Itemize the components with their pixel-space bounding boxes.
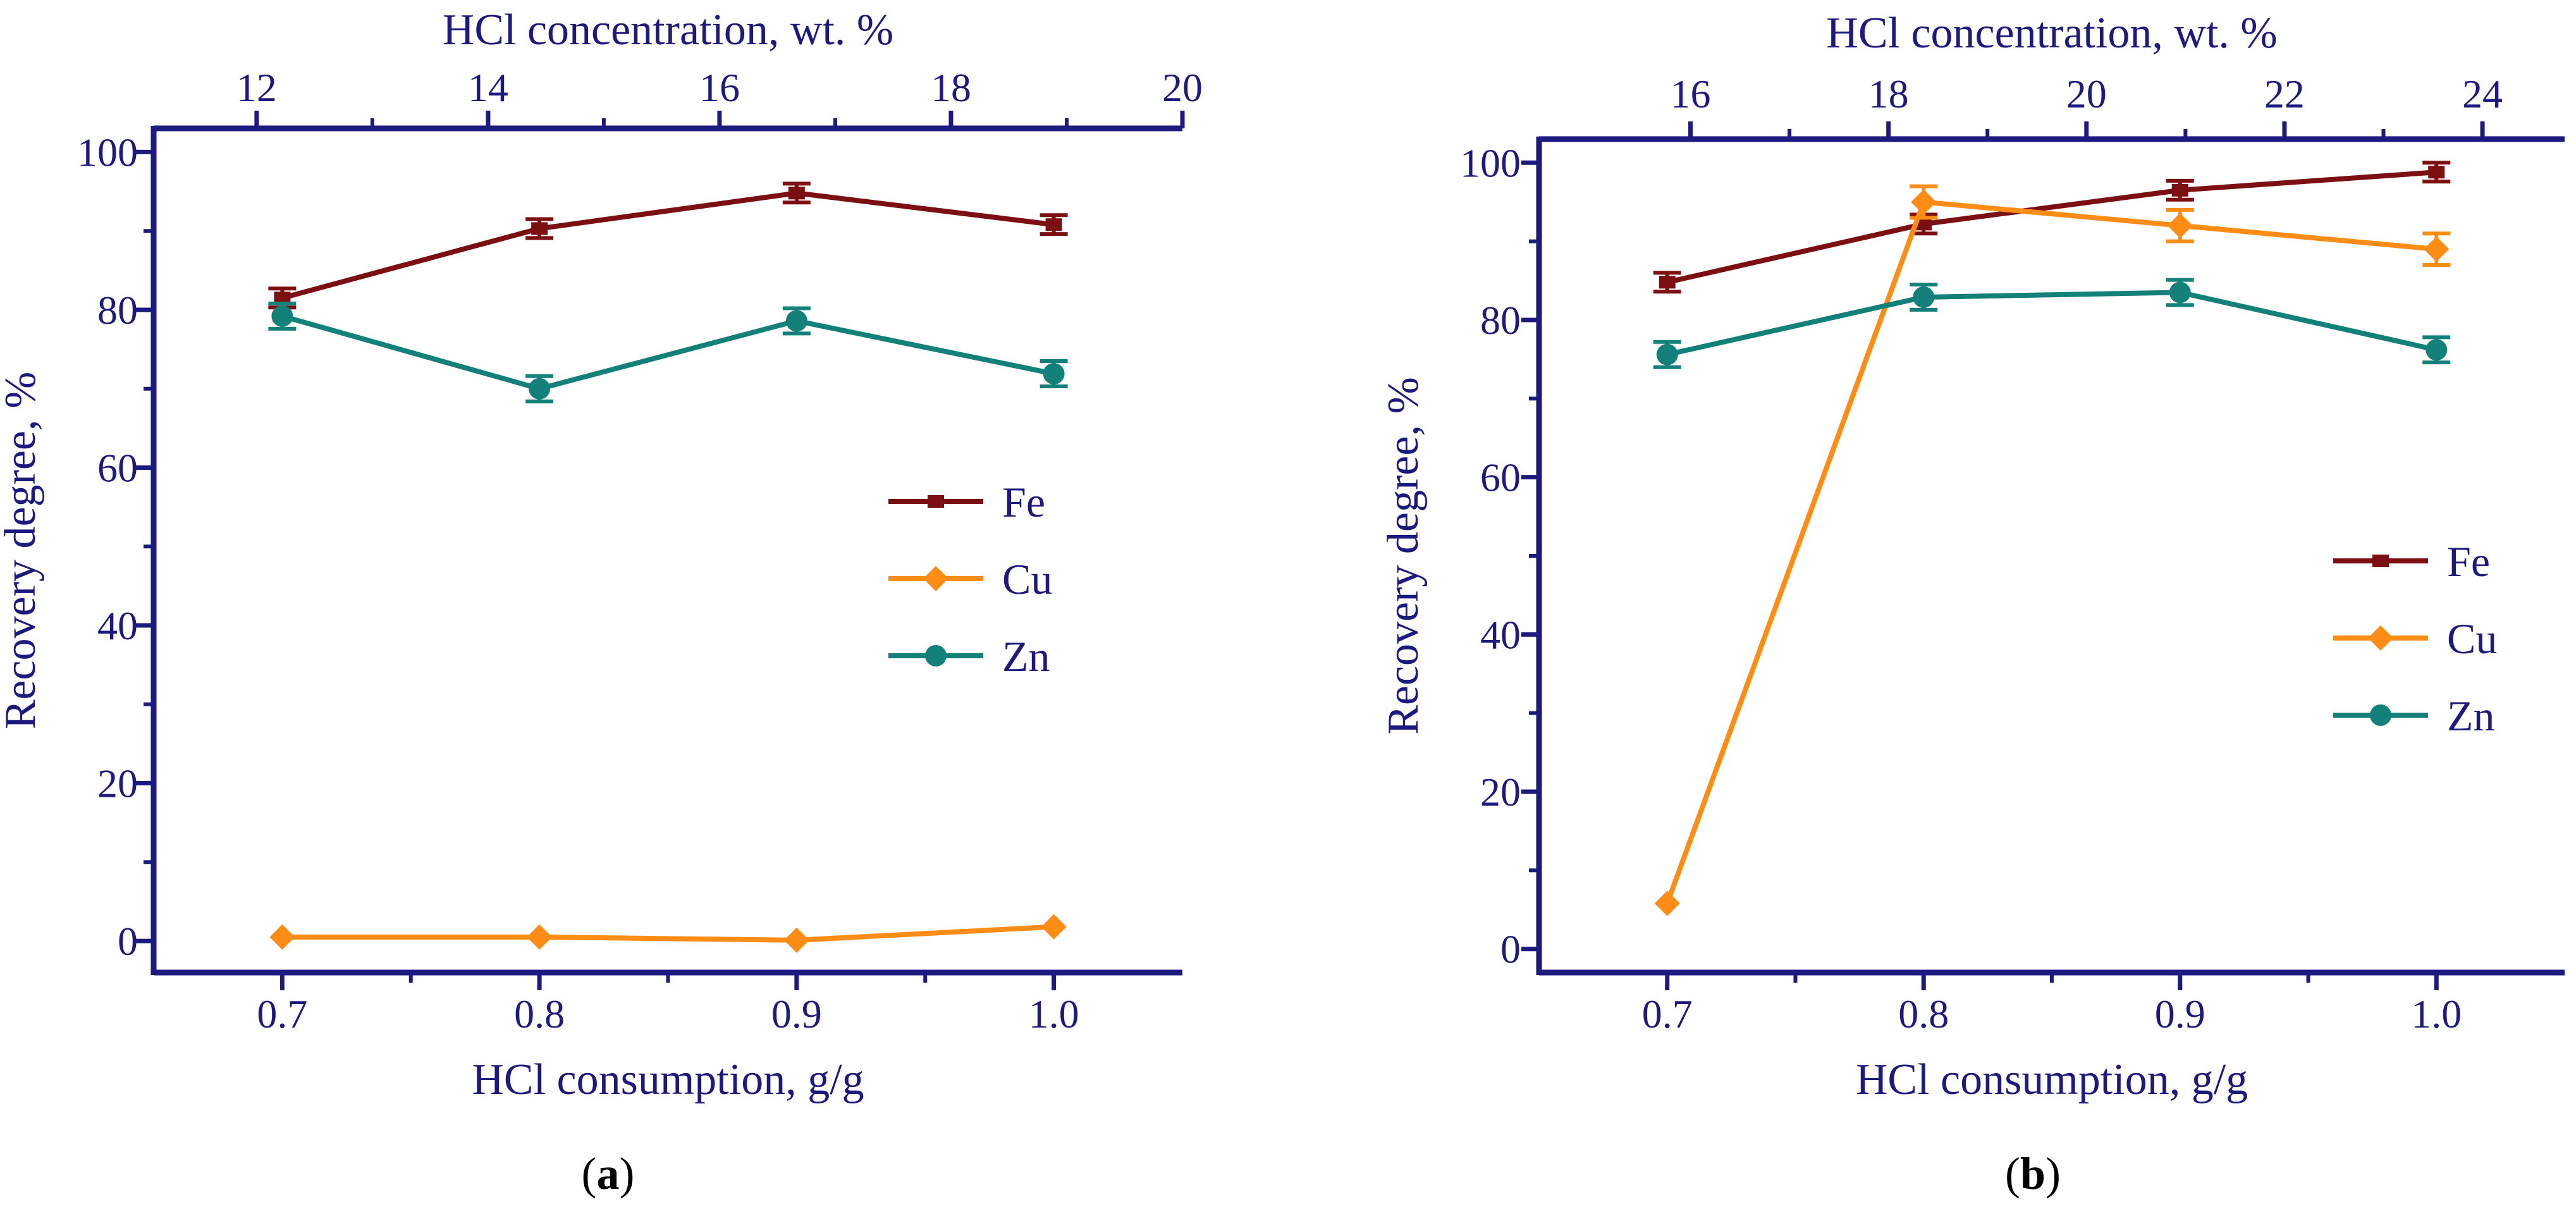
series-line <box>281 314 1055 391</box>
legend-marker <box>923 566 948 591</box>
y-tick-label: 40 <box>1480 612 1521 657</box>
top-x-tick-label: 18 <box>1868 71 1909 116</box>
legend: Fe Cu Zn <box>888 478 1052 680</box>
data-point <box>1659 276 1676 289</box>
data-point <box>1043 363 1065 385</box>
series-line <box>1664 199 2437 904</box>
data-point <box>785 310 807 332</box>
top-x-tick-label: 24 <box>2462 71 2503 116</box>
y-tick-label: 0 <box>118 919 138 964</box>
data-point <box>1915 218 1932 231</box>
top-x-axis-title: HCl concentration, wt. % <box>1826 9 2277 58</box>
top-x-tick-label: 20 <box>2066 71 2107 116</box>
data-point <box>2426 339 2448 361</box>
x-tick-label: 0.9 <box>2155 992 2205 1036</box>
x-axis-title: HCl consumption, g/g <box>1856 1055 2248 1104</box>
x-tick-label: 0.8 <box>1898 992 1949 1036</box>
x-tick-label: 0.9 <box>771 992 822 1036</box>
axes: 0.7 0.8 0.9 1.0 12 14 16 18 20 0 20 40 60 80 100 <box>77 65 1203 1036</box>
y-axis-title: Recovery degree, % <box>1379 377 1428 735</box>
x-axis-title: HCl consumption, g/g <box>472 1055 864 1104</box>
series-line <box>282 924 1054 943</box>
y-tick-label: 100 <box>77 130 138 175</box>
y-tick-label: 80 <box>97 288 138 333</box>
y-tick-label: 0 <box>1500 927 1521 972</box>
data-point <box>1656 343 1678 365</box>
data-point <box>2169 281 2191 304</box>
legend-label: Cu <box>2447 615 2497 663</box>
x-tick-label: 0.8 <box>514 992 565 1036</box>
legend-label: Zn <box>1002 632 1050 680</box>
legend-marker <box>2370 704 2391 726</box>
y-axis-title: Recovery degree, % <box>0 372 45 730</box>
series-line <box>1666 169 2437 285</box>
data-point <box>529 378 551 400</box>
series-cu <box>269 914 1067 953</box>
legend-marker <box>928 495 944 508</box>
legend-marker <box>2372 555 2389 567</box>
panel-label: (a) <box>582 1148 635 1199</box>
data-point <box>2424 236 2450 262</box>
legend-label: Fe <box>2447 537 2490 586</box>
top-x-tick-label: 12 <box>236 65 277 110</box>
legend-marker <box>925 645 947 666</box>
top-x-tick-label: 14 <box>468 65 508 110</box>
top-x-tick-label: 22 <box>2264 71 2305 116</box>
data-point <box>1913 286 1935 308</box>
y-tick-label: 60 <box>1480 455 1521 500</box>
data-point <box>783 927 809 953</box>
legend-label: Fe <box>1002 478 1045 526</box>
series-fe <box>268 181 1068 310</box>
series-line <box>1666 290 2438 357</box>
y-tick-label: 20 <box>1480 770 1521 814</box>
series-cu <box>1654 184 2451 916</box>
y-tick-label: 20 <box>97 761 138 806</box>
chart-panel-b: 0.7 0.8 0.9 1.0 16 18 20 22 24 0 20 40 60 80 100 HCl co… <box>1379 9 2565 1199</box>
series-zn <box>268 301 1068 403</box>
top-x-tick-label: 16 <box>1671 71 1711 116</box>
data-point <box>271 305 293 327</box>
top-x-axis-title: HCl concentration, wt. % <box>443 6 893 54</box>
x-tick-label: 1.0 <box>1029 992 1079 1036</box>
data-point <box>2428 166 2445 179</box>
data-point <box>2171 183 2188 197</box>
chart-panel-a: 0.7 0.8 0.9 1.0 12 14 16 18 20 0 20 40 60 80 100 HCl co… <box>0 6 1203 1199</box>
series-fe <box>1653 161 2451 294</box>
axes: 0.7 0.8 0.9 1.0 16 18 20 22 24 0 20 40 60 80 100 <box>1460 71 2565 1036</box>
panel-label: (b) <box>2005 1148 2061 1199</box>
legend-marker <box>2368 625 2393 651</box>
x-tick-label: 1.0 <box>2411 992 2462 1036</box>
data-point <box>1911 189 1937 215</box>
x-tick-label: 0.7 <box>257 992 307 1036</box>
legend: Fe Cu Zn <box>2333 537 2497 740</box>
data-point <box>269 924 295 950</box>
data-point <box>1041 914 1067 940</box>
series-zn <box>1653 278 2451 369</box>
data-point <box>2167 212 2193 238</box>
data-point <box>274 292 291 305</box>
data-point <box>788 187 805 200</box>
top-x-tick-label: 16 <box>699 65 740 110</box>
series-line <box>281 190 1055 301</box>
data-point <box>1654 890 1680 916</box>
top-x-tick-label: 18 <box>931 65 971 110</box>
top-x-tick-label: 20 <box>1162 65 1203 110</box>
y-tick-label: 100 <box>1460 140 1521 185</box>
x-tick-label: 0.7 <box>1642 992 1693 1036</box>
legend-label: Zn <box>2447 692 2495 740</box>
legend-label: Cu <box>1002 555 1052 603</box>
y-tick-label: 80 <box>1480 298 1521 343</box>
y-tick-label: 60 <box>97 445 138 490</box>
data-point <box>527 924 553 950</box>
data-point <box>1045 218 1062 231</box>
y-tick-label: 40 <box>97 603 138 648</box>
data-point <box>531 222 548 235</box>
